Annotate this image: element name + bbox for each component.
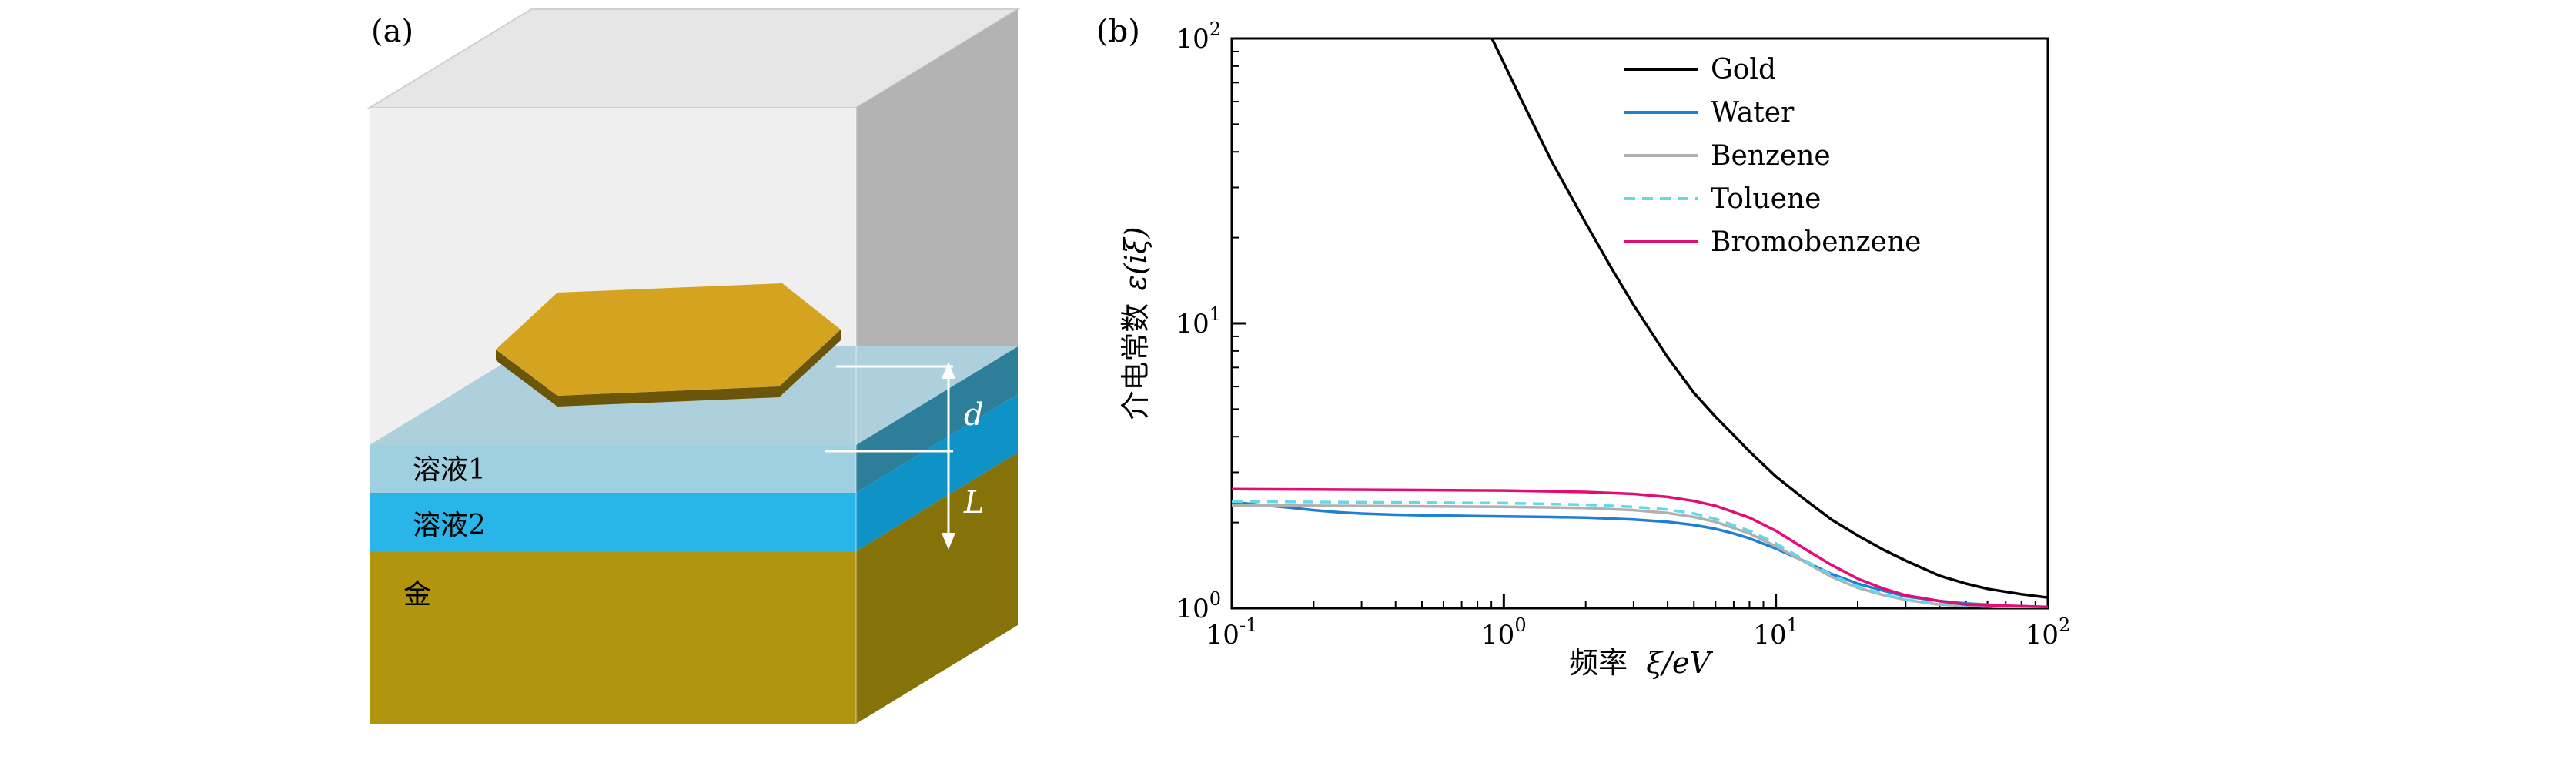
y-tick-label: 100 <box>1176 588 1221 624</box>
legend-label-toluene: Toluene <box>1711 183 1821 215</box>
legend-label-gold: Gold <box>1711 54 1776 85</box>
solution2-label: 溶液2 <box>413 510 486 541</box>
legend-label-water: Water <box>1711 97 1795 129</box>
distance-d-label: d <box>964 397 984 433</box>
x-tick-label: 102 <box>2026 614 2071 651</box>
panel-b-tag: (b) <box>1096 14 1140 49</box>
solution1-label: 溶液1 <box>413 454 486 486</box>
axis-ticks <box>1230 37 2049 610</box>
legend-label-bromobenzene: Bromobenzene <box>1711 226 1921 258</box>
y-axis-label-cn: 介电常数 <box>1119 303 1153 420</box>
series-benzene <box>1232 504 2048 608</box>
arrow-head-down <box>942 533 955 550</box>
x-tick-label: 10-1 <box>1206 614 1258 651</box>
solution2-front-layer <box>370 493 856 551</box>
gold-substrate-label: 金 <box>403 579 431 611</box>
y-tick-label: 101 <box>1176 303 1221 340</box>
solution1-front-layer <box>370 445 856 493</box>
x-axis-label: 频率 ξ/eV <box>1569 646 1713 680</box>
thickness-L-label: L <box>963 485 985 520</box>
gold-substrate-front-layer <box>370 551 856 724</box>
y-tick-label: 102 <box>1176 18 1221 55</box>
chart-plot-area: 10-1 100 101 102100101102GoldWaterBenzeneTo… <box>1176 18 2071 651</box>
series-water <box>1232 500 2048 608</box>
x-axis-label-math: ξ/eV <box>1646 646 1713 680</box>
box-side-face-gold <box>856 453 1018 724</box>
legend-label-benzene: Benzene <box>1711 140 1831 172</box>
x-tick-label: 101 <box>1753 614 1798 651</box>
x-tick-label: 100 <box>1481 614 1527 651</box>
y-axis-label-math: ε(iξ) <box>1119 226 1153 290</box>
gold-flake-top <box>496 283 841 396</box>
box-side-face-upper <box>856 9 1018 445</box>
plot-frame <box>1230 37 2049 610</box>
series-toluene <box>1232 500 2048 608</box>
arrow-head-up <box>942 362 955 379</box>
panel-b-chart: (b) 介电常数 ε(iξ) 频率 ξ/eV 10-1 100 101 1021001… <box>1096 14 2071 680</box>
box-side-face-solution2 <box>856 394 1018 551</box>
x-axis-label-cn: 频率 <box>1569 646 1628 680</box>
y-axis-label: 介电常数 ε(iξ) <box>1119 226 1153 420</box>
box-side-face-solution1 <box>856 346 1018 493</box>
panel-a-tag: (a) <box>371 14 413 49</box>
panel-a-schematic: (a) 溶液1 溶液2 金 d L <box>366 8 1021 724</box>
series-gold <box>1490 38 2048 599</box>
series-bromobenzene <box>1232 487 2048 608</box>
